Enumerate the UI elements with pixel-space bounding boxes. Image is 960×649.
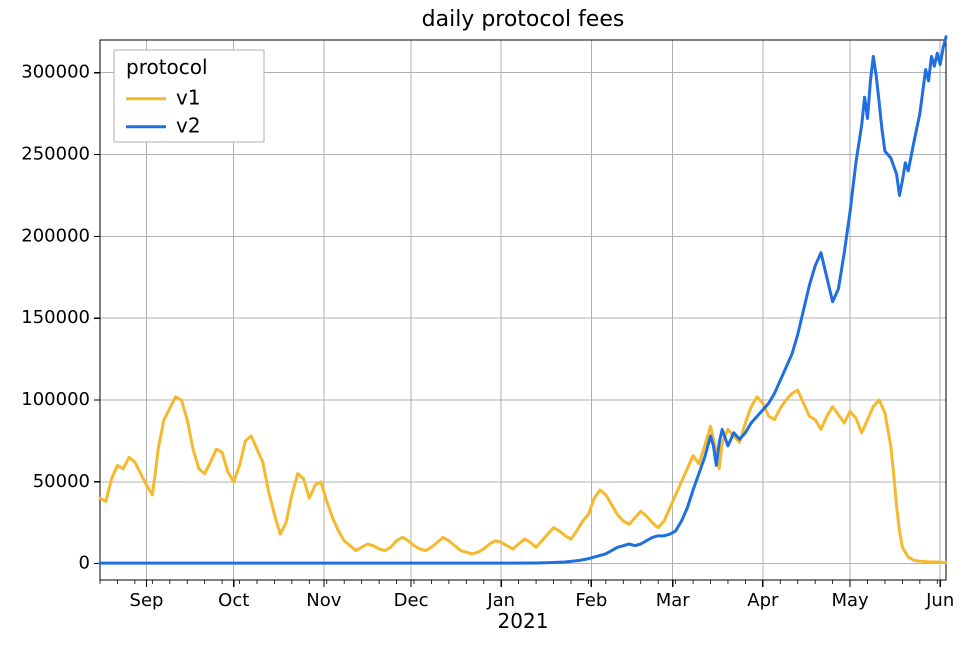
legend-label-v1: v1 bbox=[176, 85, 201, 109]
x-tick-label: Oct bbox=[218, 590, 249, 611]
x-tick-label: May bbox=[831, 590, 869, 611]
chart-container: 0 50000 100000 150000 200000 250000 300000 Sep… bbox=[0, 0, 960, 649]
y-tick-label: 50000 bbox=[33, 471, 90, 492]
x-tick-label: Dec bbox=[394, 590, 429, 611]
x-tick-label: Mar bbox=[656, 590, 691, 611]
x-axis-secondary-label: 2021 bbox=[498, 609, 549, 633]
x-tick-label: Jan bbox=[486, 590, 515, 611]
y-tick-label: 150000 bbox=[21, 307, 90, 328]
y-tick-label: 100000 bbox=[21, 389, 90, 410]
x-tick-label: Sep bbox=[130, 590, 164, 611]
x-tick-label: Feb bbox=[575, 590, 607, 611]
y-tick-label: 200000 bbox=[21, 225, 90, 246]
x-tick-label: Nov bbox=[306, 590, 341, 611]
chart-title: daily protocol fees bbox=[422, 7, 625, 32]
y-tick-label: 300000 bbox=[21, 62, 90, 83]
x-tick-label: Apr bbox=[747, 590, 779, 611]
legend: protocol v1 v2 bbox=[114, 50, 264, 142]
y-tick-label: 250000 bbox=[21, 144, 90, 165]
y-tick-label: 0 bbox=[79, 553, 90, 574]
line-chart: 0 50000 100000 150000 200000 250000 300000 Sep… bbox=[0, 0, 960, 649]
legend-title: protocol bbox=[126, 55, 208, 79]
x-tick-label: Jun bbox=[925, 590, 954, 611]
legend-label-v2: v2 bbox=[176, 113, 201, 137]
